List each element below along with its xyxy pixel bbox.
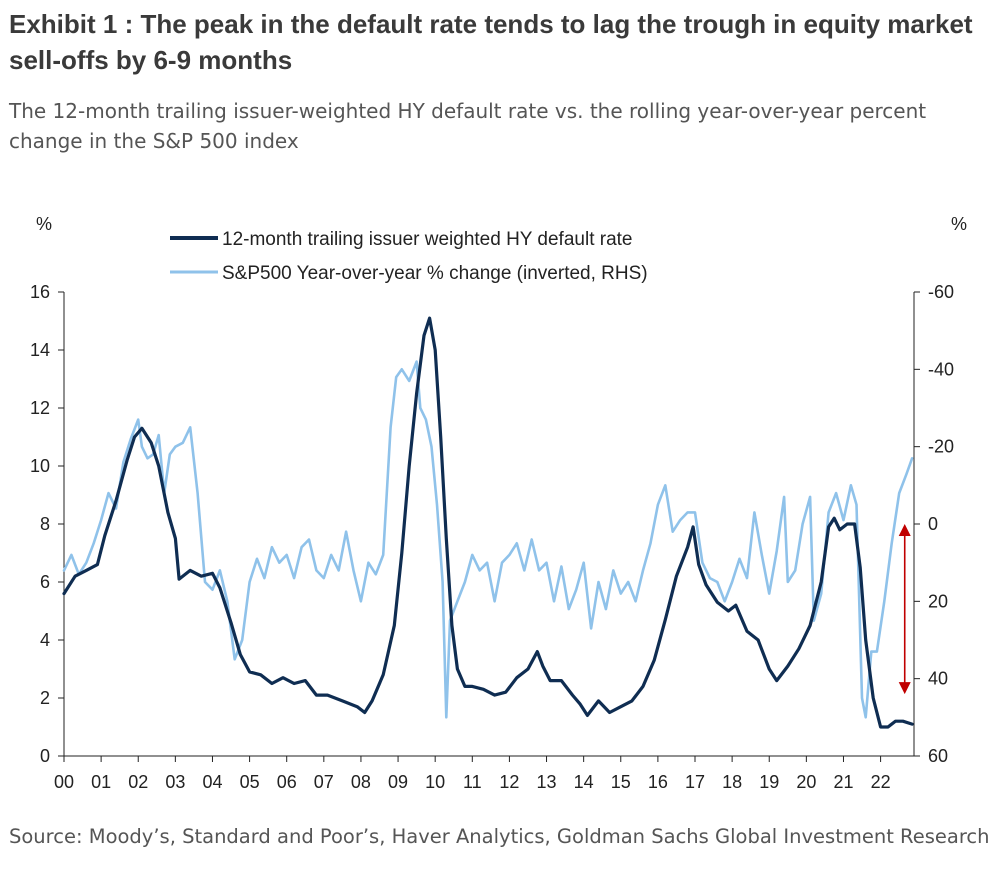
left-tick-label: 8 (40, 514, 50, 534)
series-sp500-line (62, 360, 914, 719)
right-tick-label: -40 (928, 359, 954, 379)
x-tick-label: 07 (314, 772, 334, 792)
series-layer (62, 316, 914, 729)
x-tick-label: 06 (277, 772, 297, 792)
right-tick-label: -60 (928, 282, 954, 302)
right-tick-label: 20 (928, 591, 948, 611)
x-tick-label: 18 (722, 772, 742, 792)
x-tick-label: 21 (833, 772, 853, 792)
left-tick-label: 4 (40, 630, 50, 650)
x-tick-label: 13 (537, 772, 557, 792)
legend: 12-month trailing issuer weighted HY def… (170, 229, 648, 284)
left-tick-label: 12 (30, 398, 50, 418)
x-tick-label: 02 (128, 772, 148, 792)
lag-arrow-head-top (898, 524, 911, 536)
right-tick-label: 60 (928, 746, 948, 766)
x-tick-label: 01 (91, 772, 111, 792)
series-default-rate-line (62, 316, 914, 729)
left-tick-label: 2 (40, 688, 50, 708)
x-tick-label: 00 (54, 772, 74, 792)
x-tick-label: 10 (425, 772, 445, 792)
right-tick-label: 40 (928, 669, 948, 689)
x-tick-label: 08 (351, 772, 371, 792)
left-tick-label: 6 (40, 572, 50, 592)
line-chart: 12-month trailing issuer weighted HY def… (30, 214, 967, 792)
left-tick-label: 10 (30, 456, 50, 476)
chart-title: Exhibit 1 : The peak in the default rate… (9, 9, 973, 75)
left-axis-unit: % (36, 214, 52, 234)
right-axis-unit: % (951, 214, 967, 234)
x-tick-label: 14 (574, 772, 594, 792)
x-tick-label: 04 (202, 772, 222, 792)
x-tick-label: 05 (240, 772, 260, 792)
x-tick-label: 03 (165, 772, 185, 792)
x-tick-label: 09 (388, 772, 408, 792)
x-tick-label: 11 (463, 772, 482, 792)
left-tick-label: 14 (30, 340, 50, 360)
x-tick-label: 16 (648, 772, 668, 792)
right-tick-label: -20 (928, 437, 954, 457)
x-tick-label: 19 (759, 772, 779, 792)
x-tick-label: 12 (499, 772, 519, 792)
left-tick-label: 16 (30, 282, 50, 302)
lag-arrow-annotation (898, 524, 911, 695)
source-note: Source: Moody’s, Standard and Poor’s, Ha… (9, 825, 990, 848)
x-tick-label: 17 (685, 772, 705, 792)
right-tick-label: 0 (928, 514, 938, 534)
left-tick-label: 0 (40, 746, 50, 766)
x-tick-label: 20 (796, 772, 816, 792)
lag-arrow-head-bottom (898, 682, 911, 695)
chart-subtitle: The 12-month trailing issuer-weighted HY… (9, 99, 927, 153)
x-tick-label: 15 (611, 772, 631, 792)
legend-label-sp500: S&P500 Year-over-year % change (inverted… (222, 263, 648, 284)
x-tick-label: 22 (871, 772, 891, 792)
legend-label-default-rate: 12-month trailing issuer weighted HY def… (222, 229, 633, 250)
